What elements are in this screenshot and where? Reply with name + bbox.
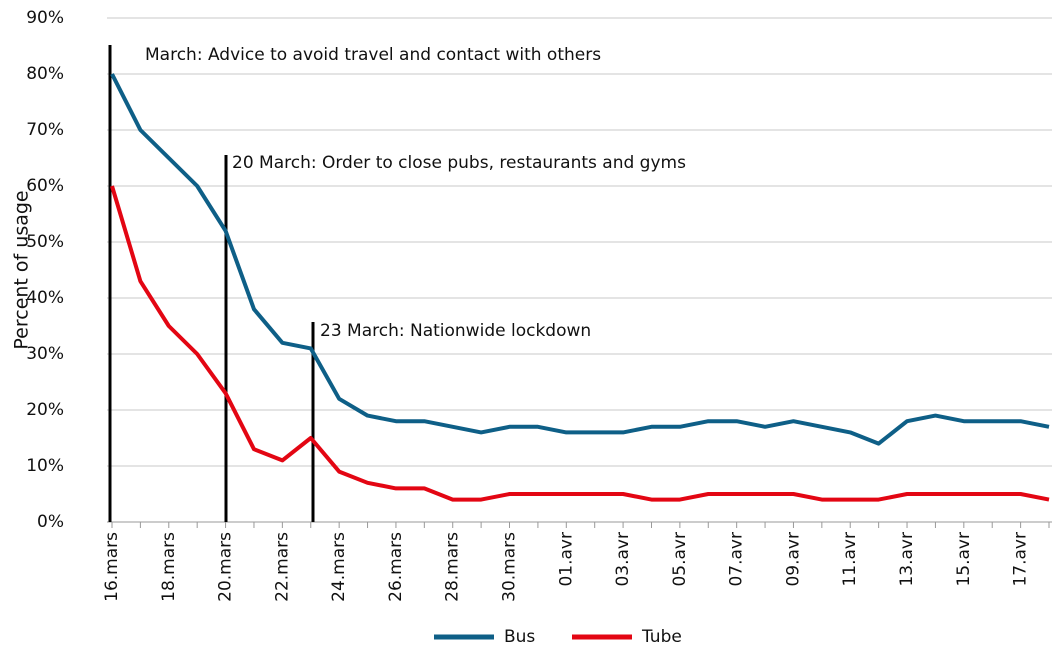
x-tick-label: 22.mars [272, 532, 292, 602]
y-tick-label: 70% [26, 120, 64, 140]
x-tick-label: 15.avr [954, 532, 974, 587]
x-tick-label: 13.avr [897, 532, 917, 587]
x-tick-label: 03.avr [613, 532, 633, 587]
x-tick-label: 24.mars [329, 532, 349, 602]
line-series [110, 185, 1050, 502]
x-tick-label: 07.avr [727, 532, 747, 587]
y-tick-label: 10% [26, 456, 64, 476]
annotation: 23 March: Nationwide lockdown [320, 321, 591, 341]
x-tick-label: 18.mars [159, 532, 179, 602]
x-tick-label: 05.avr [670, 532, 690, 587]
annotation: 20 March: Order to close pubs, restauran… [232, 153, 686, 173]
annotation: March: Advice to avoid travel and contac… [145, 45, 601, 65]
y-axis-label: Percent of usage [11, 190, 33, 349]
y-tick-label: 30% [26, 344, 64, 364]
x-tick-label: 11.avr [840, 532, 860, 587]
x-tick-label: 28.mars [443, 532, 463, 602]
y-tick-label: 90% [26, 8, 64, 28]
x-tick-label: 26.mars [386, 532, 406, 602]
x-tick-label: 09.avr [783, 532, 803, 587]
legend-label: Bus [504, 627, 535, 647]
x-tick-label: 01.avr [556, 532, 576, 587]
y-tick-label: 80% [26, 64, 64, 84]
x-tick-label: 17.avr [1011, 532, 1031, 587]
legend-label: Tube [641, 627, 682, 647]
x-tick-label: 20.mars [216, 532, 236, 602]
y-tick-label: 60% [26, 176, 64, 196]
line-series [110, 73, 1050, 446]
y-tick-label: 0% [37, 512, 64, 532]
x-tick-label: 16.mars [102, 532, 122, 602]
y-tick-label: 50% [26, 232, 64, 252]
y-tick-label: 20% [26, 400, 64, 420]
y-tick-label: 40% [26, 288, 64, 308]
x-tick-label: 30.mars [500, 532, 520, 602]
